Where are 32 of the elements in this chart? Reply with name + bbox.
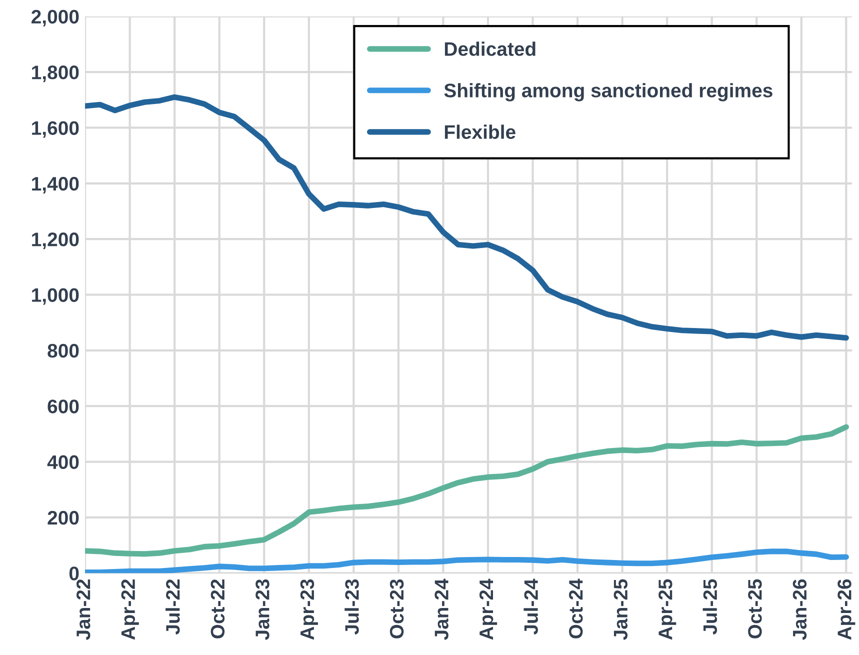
x-tick-label: Jul-22 (166, 579, 180, 635)
y-tick-label: 400 (47, 455, 79, 470)
y-tick-label: 1,400 (32, 176, 79, 194)
legend-label: Dedicated (444, 42, 536, 56)
x-tick-label: Jul-23 (344, 579, 359, 635)
y-tick-label: 1,800 (32, 66, 79, 82)
x-tick-label: Jan-25 (614, 579, 628, 640)
x-tick-label: Jan-24 (434, 578, 448, 640)
legend-label: Flexible (444, 124, 516, 139)
y-tick-label: 800 (48, 344, 79, 358)
x-tick-label: Oct-22 (210, 579, 225, 638)
x-tick-label: Oct-24 (568, 578, 583, 638)
x-tick-label: Jan-22 (76, 579, 90, 640)
x-tick-label: Jul-24 (524, 578, 538, 635)
y-tick-label: 0 (69, 566, 79, 580)
x-tick-label: Oct-25 (748, 579, 762, 638)
legend-label: Shifting among sanctioned regimes (444, 83, 772, 102)
y-tick-label: 600 (48, 400, 79, 414)
x-tick-label: Jan-26 (792, 579, 807, 640)
x-tick-label: Apr-22 (121, 579, 139, 640)
x-tick-label: Apr-24 (479, 578, 498, 640)
y-tick-label: 1,200 (32, 232, 79, 250)
x-tick-label: Jan-23 (256, 579, 270, 640)
x-tick-label: Apr-23 (300, 579, 318, 640)
x-tick-label: Apr-25 (658, 579, 676, 640)
x-tick-label: Apr-26 (838, 579, 856, 640)
y-tick-label: 1,600 (32, 121, 79, 138)
y-tick-label: 1,000 (32, 288, 79, 305)
x-tick-label: Oct-23 (390, 579, 404, 638)
y-tick-label: 200 (48, 510, 79, 525)
x-tick-label: Jul-25 (702, 579, 718, 635)
y-tick-label: 2,000 (32, 10, 79, 26)
